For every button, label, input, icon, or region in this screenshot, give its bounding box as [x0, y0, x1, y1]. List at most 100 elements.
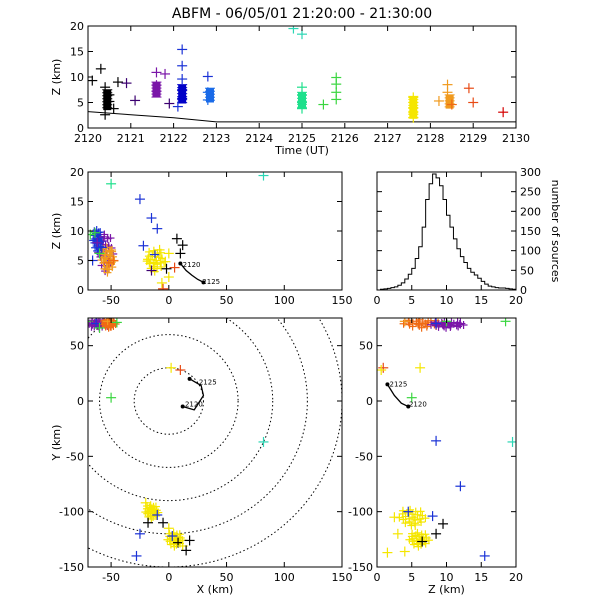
source-marker: [398, 506, 407, 515]
source-marker: [417, 536, 428, 547]
y-tick-label: 15: [70, 196, 84, 209]
source-marker: [202, 71, 213, 82]
track-point: [187, 376, 192, 381]
y-tick-label: 0: [77, 122, 84, 135]
x-tick-label: 15: [474, 571, 488, 584]
track-point: [178, 261, 183, 266]
source-marker: [431, 528, 442, 539]
source-marker: [108, 246, 117, 255]
source-marker: [500, 318, 511, 327]
y-tick-label: -100: [348, 506, 373, 519]
x-tick-label: 2129: [459, 132, 487, 145]
source-marker: [175, 365, 186, 376]
source-marker: [177, 74, 188, 85]
y-tick-label: 300: [520, 166, 541, 179]
x-tick-label: 5: [408, 571, 415, 584]
storm-track: [386, 384, 409, 408]
x-tick-label: 15: [474, 294, 488, 307]
source-marker: [177, 84, 188, 95]
source-marker: [403, 506, 414, 517]
range-ring: [133, 367, 204, 435]
y-tick-label: 20: [70, 166, 84, 179]
source-marker: [171, 233, 182, 244]
source-marker: [149, 246, 158, 255]
y-axis-label: number of sources: [549, 180, 562, 283]
source-marker: [111, 320, 120, 329]
source-marker: [146, 265, 157, 276]
source-marker: [163, 272, 174, 283]
source-marker: [161, 263, 172, 274]
storm-track: [179, 263, 204, 283]
y-tick-label: 250: [520, 186, 541, 199]
source-marker: [94, 322, 105, 333]
source-marker: [433, 95, 444, 106]
track-point: [385, 382, 390, 387]
plot-area: 2125 2120: [88, 318, 342, 567]
source-marker: [463, 83, 474, 94]
source-marker: [163, 535, 172, 544]
source-marker: [172, 101, 183, 112]
source-marker: [409, 540, 418, 549]
time-height-panel: 2120 2121 2122 2123 2124 2125 2126 2127 2128 2129…: [50, 20, 530, 157]
source-marker: [408, 529, 417, 538]
source-marker: [399, 546, 410, 557]
source-marker: [427, 511, 438, 522]
source-marker: [202, 94, 213, 105]
z-y-panel: 2125 2120 0 5 10 15 20 -150 -100 -50 0 50 Z (km): [348, 317, 523, 596]
source-marker: [167, 531, 178, 542]
y-axis-label: Z (km): [50, 59, 63, 96]
source-marker: [138, 240, 149, 251]
source-marker: [177, 44, 188, 55]
x-tick-label: 0: [374, 294, 381, 307]
y-axis-label: Z (km): [50, 213, 63, 250]
track-time-label: 2125: [199, 378, 217, 386]
source-marker: [103, 257, 114, 268]
x-tick-label: -50: [102, 294, 120, 307]
source-marker: [154, 244, 165, 255]
x-tick-label: 0: [165, 294, 172, 307]
track-time-label: 2125: [390, 381, 408, 389]
x-tick-label: 2127: [374, 132, 402, 145]
source-marker: [163, 248, 174, 259]
track-time-label: 2125: [202, 278, 220, 286]
x-tick-label: 10: [440, 294, 454, 307]
source-marker: [131, 550, 142, 561]
source-marker: [297, 103, 307, 114]
y-tick-label: 50: [359, 340, 373, 353]
source-marker: [177, 60, 188, 71]
source-marker: [134, 528, 145, 539]
source-marker: [164, 98, 175, 109]
source-marker: [415, 362, 426, 373]
source-marker: [421, 530, 430, 539]
source-marker: [92, 237, 103, 248]
y-axis-label: Y (km): [50, 425, 63, 462]
reference-line: [88, 111, 516, 123]
source-marker: [455, 318, 466, 329]
source-marker: [146, 504, 157, 515]
source-marker: [318, 99, 329, 110]
x-z-panel: 2120 2125 -50 0 50 100 150 0 5 10 15 20 Z (km): [50, 166, 353, 307]
source-marker: [94, 248, 105, 259]
source-marker: [288, 26, 299, 34]
x-tick-label: 2128: [416, 132, 444, 145]
source-marker: [112, 77, 123, 88]
source-marker: [145, 247, 154, 256]
source-marker: [147, 514, 156, 523]
source-marker: [378, 362, 389, 373]
source-marker: [442, 87, 453, 98]
source-marker: [106, 178, 117, 189]
source-marker: [158, 283, 169, 290]
y-tick-label: 0: [77, 395, 84, 408]
x-axis-label: X (km): [197, 583, 234, 596]
track-point: [201, 280, 206, 285]
source-marker: [108, 103, 119, 114]
source-marker: [104, 96, 115, 107]
source-marker: [99, 231, 110, 242]
source-cluster-bar: [445, 94, 454, 109]
source-marker: [160, 68, 171, 79]
y-tick-label: 100: [520, 245, 541, 258]
x-tick-label: 100: [274, 571, 295, 584]
